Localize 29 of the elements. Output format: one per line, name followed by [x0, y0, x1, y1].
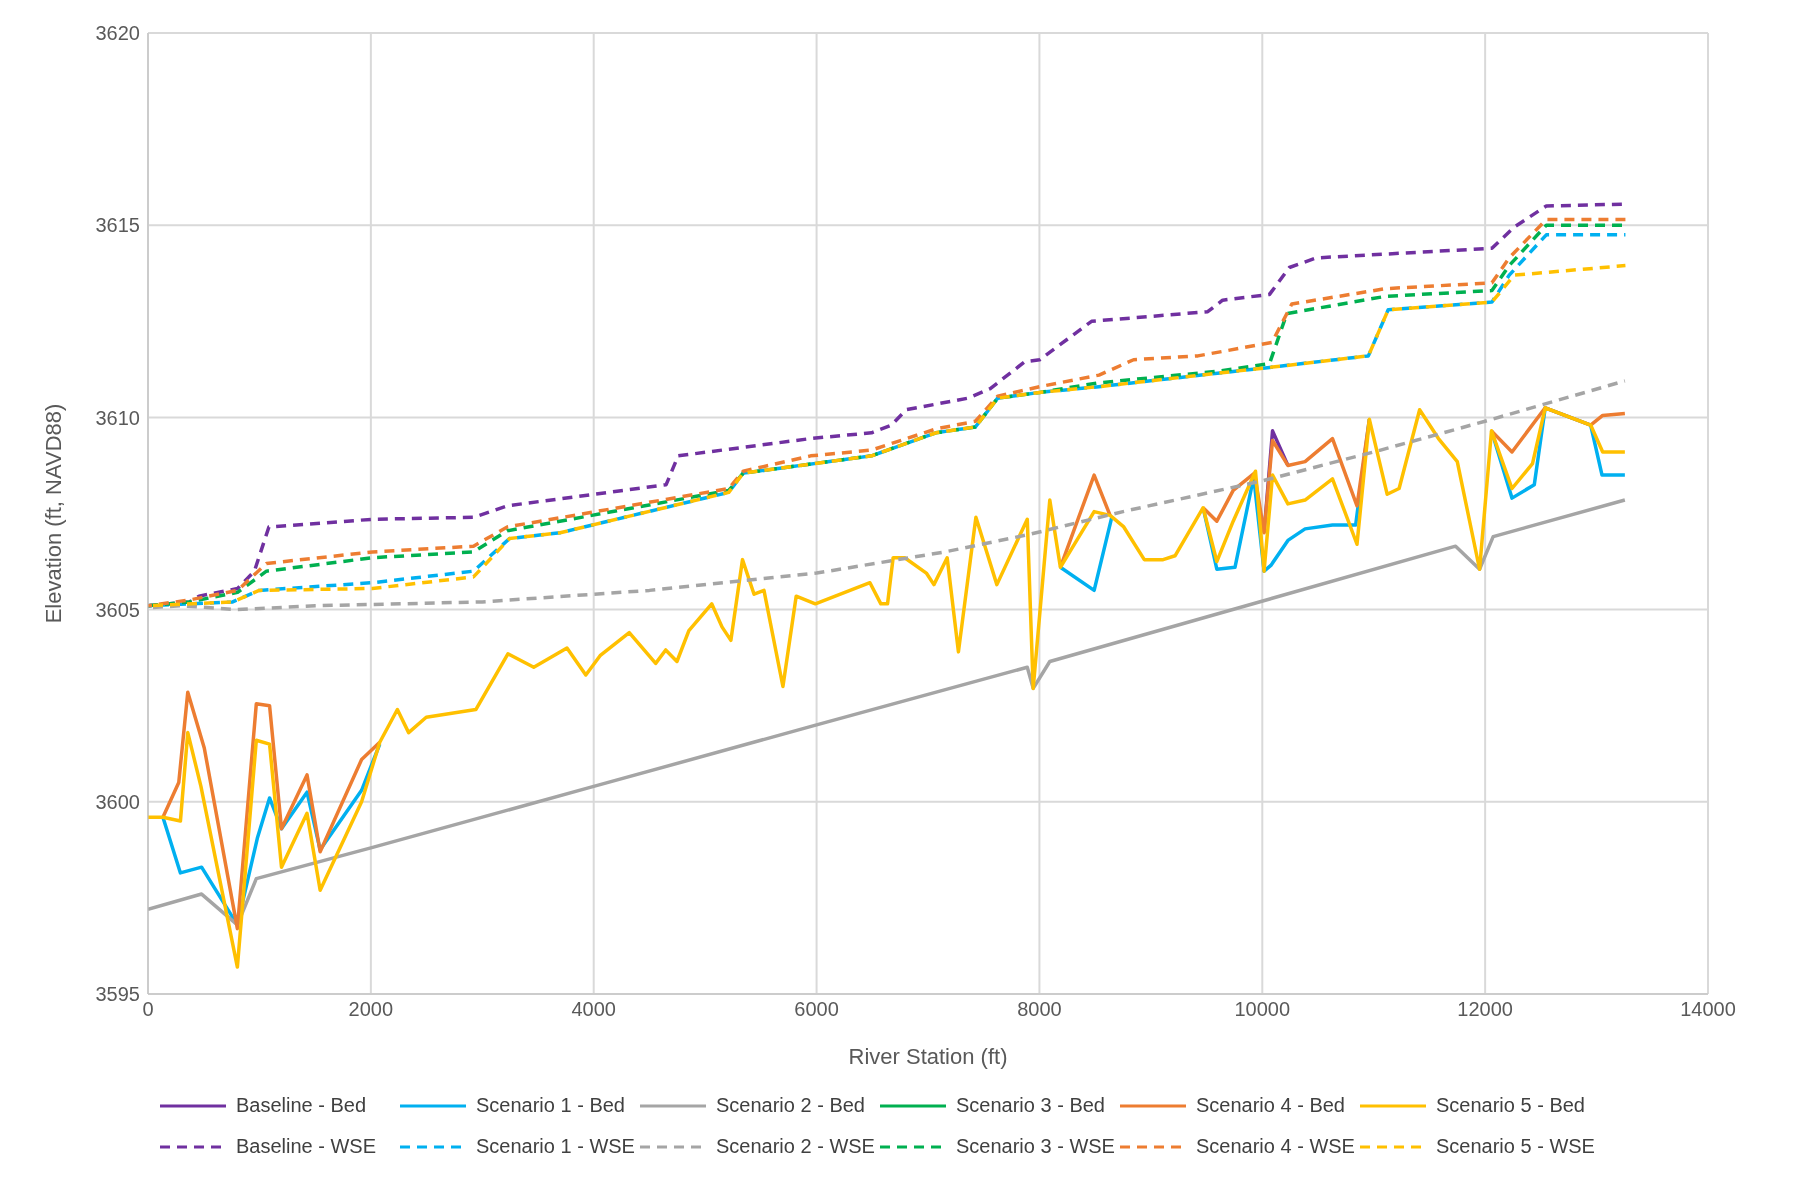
x-tick-label: 12000: [1457, 998, 1513, 1021]
legend-label: Scenario 1 - WSE: [476, 1135, 635, 1158]
x-tick-label: 14000: [1680, 998, 1736, 1021]
x-tick-label: 0: [142, 998, 154, 1021]
y-tick-label: 3595: [95, 983, 140, 1006]
x-tick-label: 4000: [571, 998, 616, 1021]
y-tick-label: 3620: [95, 22, 140, 45]
x-tick-label: 10000: [1234, 998, 1291, 1021]
x-axis-title: River Station (ft): [848, 1044, 1008, 1069]
legend-label: Scenario 5 - Bed: [1436, 1094, 1585, 1117]
line-series: [148, 498, 1627, 927]
y-tick-label: 3605: [95, 598, 140, 621]
y-tick-label: 3610: [95, 406, 140, 429]
legend-label: Scenario 5 - WSE: [1436, 1135, 1595, 1158]
y-tick-label: 3615: [95, 214, 140, 237]
x-tick-label: 6000: [794, 998, 839, 1021]
y-tick-label: 3600: [95, 790, 140, 813]
legend-label: Baseline - Bed: [236, 1094, 367, 1117]
legend-label: Scenario 1 - Bed: [476, 1094, 625, 1117]
legend-label: Scenario 3 - WSE: [956, 1135, 1115, 1158]
x-tick-label: 8000: [1017, 998, 1062, 1021]
legend-label: Scenario 2 - Bed: [716, 1094, 865, 1117]
legend-label: Scenario 2 - WSE: [716, 1135, 875, 1158]
x-tick-label: 2000: [348, 998, 394, 1021]
legend-label: Scenario 4 - Bed: [1196, 1094, 1345, 1117]
legend-label: Baseline - WSE: [236, 1135, 377, 1158]
y-axis-title: Elevation (ft, NAVD88): [40, 403, 66, 624]
legend-label: Scenario 4 - WSE: [1196, 1135, 1355, 1158]
legend-label: Scenario 3 - Bed: [956, 1094, 1105, 1117]
